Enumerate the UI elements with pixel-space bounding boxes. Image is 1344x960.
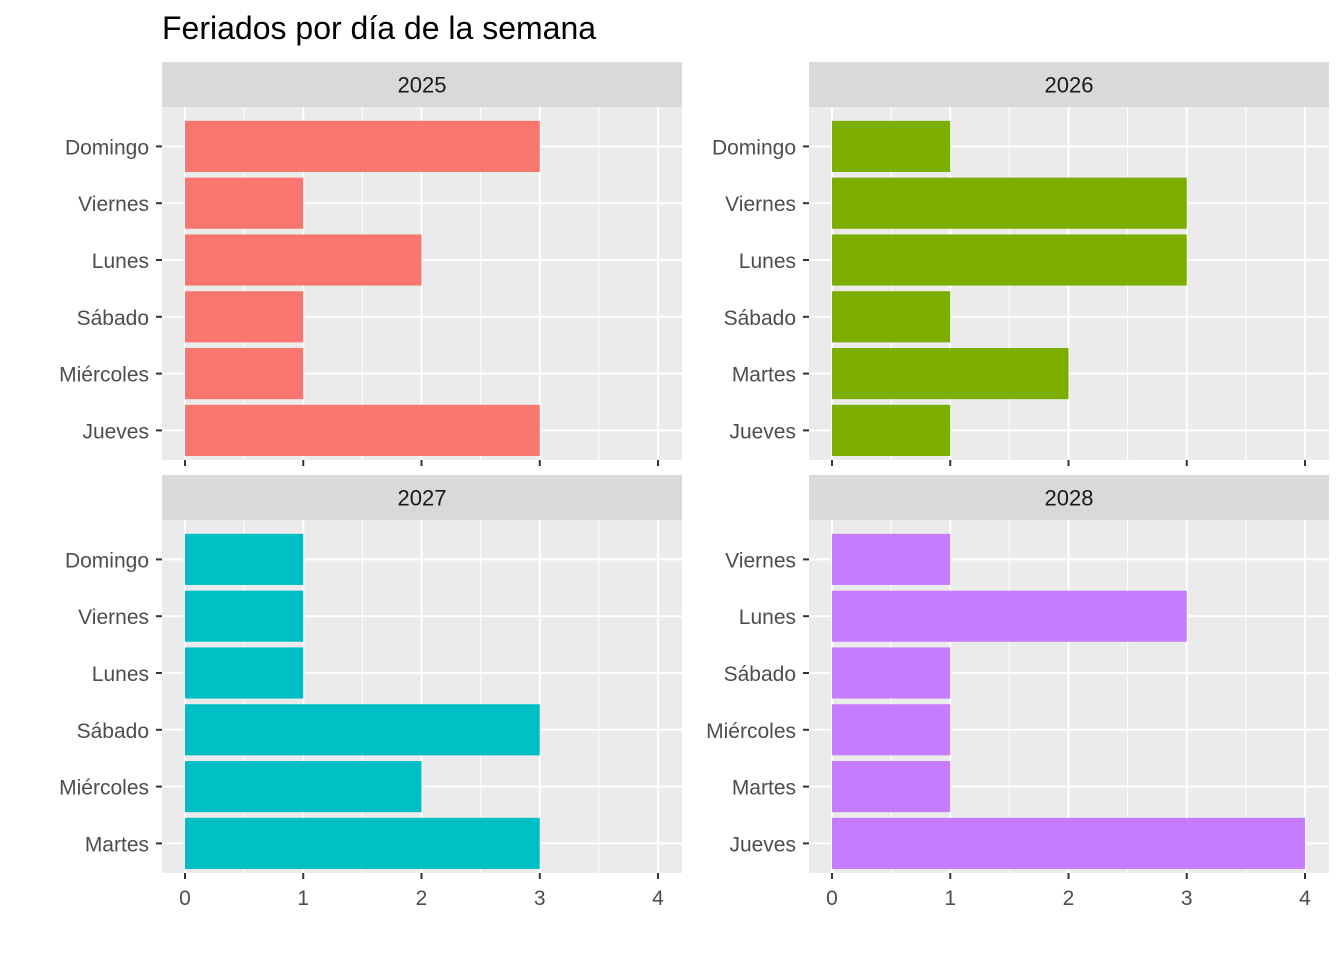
facet-strip-label: 2026 bbox=[1045, 73, 1094, 98]
bar-domingo bbox=[185, 120, 540, 172]
y-tick-label: Domingo bbox=[712, 136, 796, 159]
x-tick-label: 4 bbox=[652, 887, 664, 910]
facet-panel-2025: 2025 Domingo Viernes Lunes Sábado Miércoles Ju… bbox=[59, 62, 682, 466]
bar-sábado bbox=[832, 647, 951, 699]
bar-viernes bbox=[832, 177, 1187, 229]
y-tick-label: Miércoles bbox=[59, 777, 149, 800]
x-tick-label: 3 bbox=[1181, 887, 1193, 910]
bar-jueves bbox=[832, 404, 951, 456]
y-tick-label: Lunes bbox=[92, 663, 149, 686]
facet-panel-2028: 2028 Viernes Lunes Sábado Miércoles Martes Jue… bbox=[706, 475, 1329, 910]
bar-lunes bbox=[832, 590, 1187, 642]
y-tick-label: Jueves bbox=[729, 833, 796, 856]
bar-martes bbox=[185, 817, 540, 869]
y-tick-label: Sábado bbox=[724, 307, 796, 330]
facet-panel-2026: 2026 Domingo Viernes Lunes Sábado Martes Jueve… bbox=[712, 62, 1329, 466]
facet-strip-label: 2025 bbox=[398, 73, 447, 98]
y-tick-label: Viernes bbox=[78, 193, 149, 216]
y-tick-label: Miércoles bbox=[59, 364, 149, 387]
x-tick-label: 0 bbox=[179, 887, 191, 910]
bar-viernes bbox=[832, 533, 951, 585]
y-tick-label: Sábado bbox=[724, 663, 796, 686]
y-tick-label: Martes bbox=[85, 833, 149, 856]
y-tick-label: Domingo bbox=[65, 136, 149, 159]
bar-sábado bbox=[832, 291, 951, 343]
bar-miércoles bbox=[185, 348, 304, 400]
bar-martes bbox=[832, 761, 951, 813]
x-tick-label: 4 bbox=[1299, 887, 1311, 910]
y-tick-label: Viernes bbox=[725, 549, 796, 572]
bar-miércoles bbox=[185, 761, 422, 813]
x-tick-label: 1 bbox=[297, 887, 309, 910]
bar-miércoles bbox=[832, 704, 951, 756]
y-tick-label: Sábado bbox=[77, 307, 149, 330]
bar-sábado bbox=[185, 704, 540, 756]
facet-panel-2027: 2027 Domingo Viernes Lunes Sábado Miércoles Ma… bbox=[59, 475, 682, 910]
bar-martes bbox=[832, 348, 1069, 400]
y-tick-label: Martes bbox=[732, 364, 796, 387]
bar-jueves bbox=[832, 817, 1305, 869]
bar-domingo bbox=[185, 533, 304, 585]
facet-strip bbox=[809, 475, 1329, 520]
y-tick-label: Lunes bbox=[92, 250, 149, 273]
x-tick-label: 0 bbox=[826, 887, 838, 910]
bar-lunes bbox=[185, 234, 422, 286]
y-tick-label: Miércoles bbox=[706, 720, 796, 743]
chart-title: Feriados por día de la semana bbox=[162, 10, 597, 46]
x-tick-label: 1 bbox=[944, 887, 956, 910]
facet-strip bbox=[809, 62, 1329, 107]
y-tick-label: Viernes bbox=[78, 606, 149, 629]
facet-strip-label: 2027 bbox=[398, 486, 447, 511]
x-tick-label: 2 bbox=[416, 887, 428, 910]
facet-strip-label: 2028 bbox=[1045, 486, 1094, 511]
y-tick-label: Sábado bbox=[77, 720, 149, 743]
bar-sábado bbox=[185, 291, 304, 343]
bar-lunes bbox=[832, 234, 1187, 286]
y-tick-label: Lunes bbox=[739, 606, 796, 629]
facet-strip bbox=[162, 62, 682, 107]
bar-lunes bbox=[185, 647, 304, 699]
y-tick-label: Martes bbox=[732, 777, 796, 800]
y-tick-label: Domingo bbox=[65, 549, 149, 572]
bar-viernes bbox=[185, 177, 304, 229]
x-tick-label: 3 bbox=[534, 887, 546, 910]
y-tick-label: Jueves bbox=[729, 420, 796, 443]
bar-jueves bbox=[185, 404, 540, 456]
facet-strip bbox=[162, 475, 682, 520]
y-tick-label: Lunes bbox=[739, 250, 796, 273]
bar-viernes bbox=[185, 590, 304, 642]
y-tick-label: Viernes bbox=[725, 193, 796, 216]
y-tick-label: Jueves bbox=[82, 420, 149, 443]
x-tick-label: 2 bbox=[1063, 887, 1075, 910]
bar-domingo bbox=[832, 120, 951, 172]
